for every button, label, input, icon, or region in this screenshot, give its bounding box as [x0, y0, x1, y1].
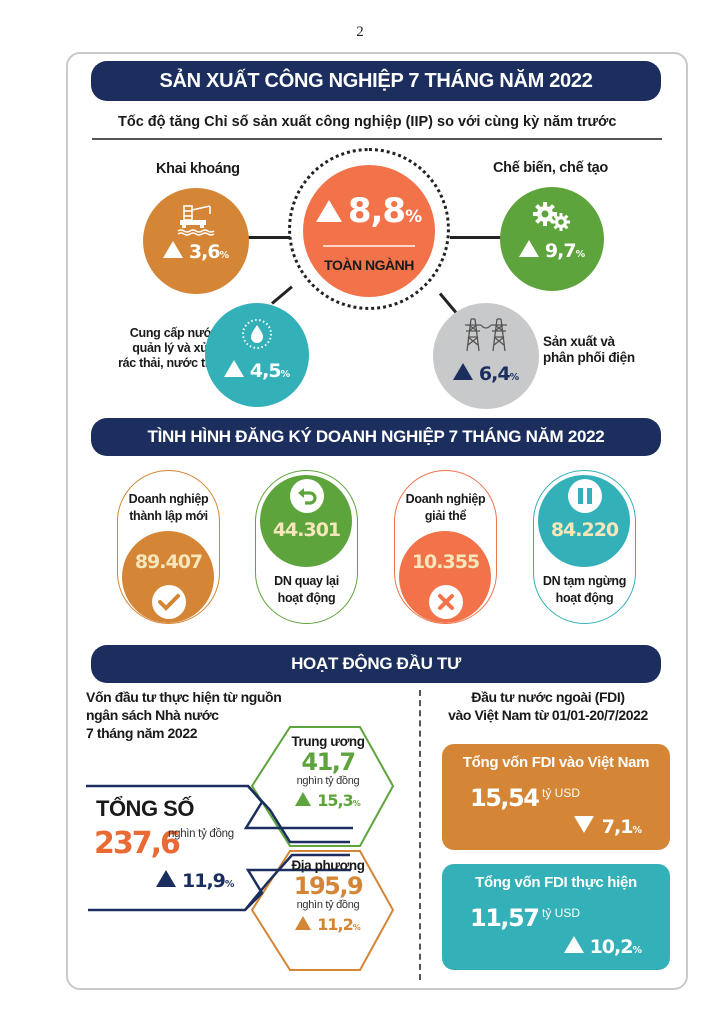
fdi-disbursed-box: Tổng vốn FDI thực hiện 11,57 tỷ USD 10,2… [442, 864, 670, 970]
mining-growth: 3,6% [143, 241, 249, 263]
gears-icon [533, 202, 570, 231]
total-divider [323, 245, 415, 247]
card-label: DN tạm ngừng hoạt động [542, 574, 627, 605]
power-tower-icon [465, 318, 507, 352]
card-dissolved-businesses: Doanh nghiệp giải thể 10.355 [394, 470, 497, 624]
fdi-title: Đầu tư nước ngoài (FDI) vào Việt Nam từ … [448, 689, 648, 724]
local-budget: Địa phương 195,9 nghìn tỷ đồng 11,2% [291, 858, 365, 935]
mining-circle: 3,6% [143, 188, 249, 294]
up-arrow-icon [563, 936, 584, 953]
up-arrow-icon [315, 200, 342, 222]
card-value: 10.355 [411, 551, 480, 573]
up-arrow-icon [295, 792, 312, 807]
fdi-registered-box: Tổng vốn FDI vào Việt Nam 15,54 tỷ USD 7… [442, 744, 670, 850]
water-drop-icon [242, 319, 272, 349]
total-growth: 8,8% [303, 191, 435, 231]
up-arrow-icon [162, 241, 183, 258]
water-circle: 4,5% [205, 303, 309, 407]
card-label: Doanh nghiệp giải thể [405, 492, 486, 523]
pause-icon [567, 479, 602, 513]
up-arrow-icon [223, 360, 244, 377]
water-label: Cung cấp nước, quản lý và xử lý rác thải… [118, 326, 222, 370]
card-value: 44.301 [272, 519, 341, 541]
power-circle: 6,4% [433, 303, 539, 409]
card-returning-businesses: 44.301 DN quay lại hoạt động [255, 470, 358, 624]
section-banner-business-registration: TÌNH HÌNH ĐĂNG KÝ DOANH NGHIỆP 7 THÁNG N… [91, 418, 661, 456]
water-growth: 4,5% [205, 360, 309, 382]
total-value: 237,6 [94, 826, 181, 861]
card-label: DN quay lại hoạt động [274, 574, 339, 605]
dotted-ring [288, 148, 450, 310]
check-icon [151, 585, 186, 619]
manufacturing-label: Chế biến, chế tạo [493, 160, 608, 176]
connector-line [450, 236, 502, 239]
card-suspended-businesses: 84.220 DN tạm ngừng hoạt động [533, 470, 636, 624]
total-label: TỔNG SỐ [96, 796, 194, 821]
central-budget: Trung ương 41,7 nghìn tỷ đồng 15,3% [291, 734, 365, 811]
column-divider [419, 690, 421, 980]
total-change: 11,9% [156, 870, 234, 892]
mining-label: Khai khoáng [156, 161, 240, 177]
total-unit: nghìn tỷ đồng [168, 828, 234, 840]
up-arrow-icon [295, 916, 312, 931]
power-label: Sản xuất và phân phối điện [543, 334, 635, 365]
connector-line [248, 236, 290, 239]
total-industry-label: TOÀN NGÀNH [324, 257, 414, 273]
card-value: 89.407 [134, 551, 203, 573]
subtitle-divider [92, 138, 662, 140]
up-arrow-icon [452, 363, 473, 380]
card-value: 84.220 [550, 519, 619, 541]
up-arrow-icon [518, 240, 539, 257]
return-arrow-icon [289, 479, 324, 513]
section-banner-industrial-production: SẢN XUẤT CÔNG NGHIỆP 7 THÁNG NĂM 2022 [91, 61, 661, 101]
state-budget-title: Vốn đầu tư thực hiện từ nguồn ngân sách … [86, 689, 282, 742]
card-label: Doanh nghiệp thành lập mới [128, 492, 209, 523]
up-arrow-icon [156, 870, 176, 887]
power-growth: 6,4% [433, 363, 539, 385]
oil-rig-icon [177, 205, 215, 236]
down-arrow-icon [573, 816, 594, 833]
page-number: 2 [356, 24, 364, 40]
manufacturing-circle: 9,7% [500, 187, 604, 291]
card-new-businesses: Doanh nghiệp thành lập mới 89.407 [117, 470, 220, 624]
x-icon [428, 585, 463, 619]
total-industry-circle: 8,8% TOÀN NGÀNH [303, 165, 435, 297]
iip-subtitle: Tốc độ tăng Chỉ số sản xuất công nghiệp … [118, 114, 617, 130]
manufacturing-growth: 9,7% [500, 240, 604, 262]
section-banner-investment: HOẠT ĐỘNG ĐẦU TƯ [91, 645, 661, 683]
